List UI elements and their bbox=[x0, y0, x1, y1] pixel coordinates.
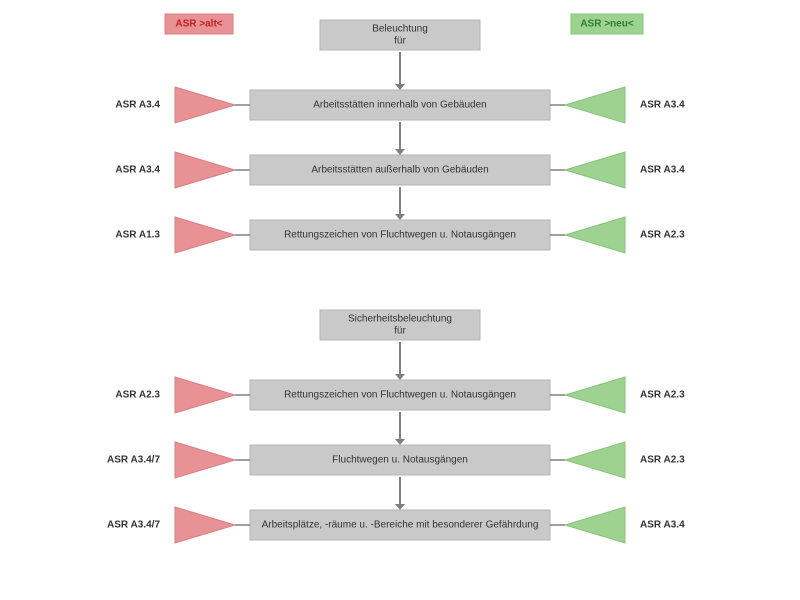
left-triangle-icon bbox=[175, 377, 235, 413]
right-ref-label: ASR A2.3 bbox=[640, 230, 685, 241]
right-triangle-icon bbox=[565, 152, 625, 188]
left-ref-label: ASR A3.4/7 bbox=[107, 455, 160, 466]
right-ref-label: ASR A3.4 bbox=[640, 520, 685, 531]
content-box-label: Fluchtwegen u. Notausgängen bbox=[332, 455, 468, 466]
left-ref-label: ASR A2.3 bbox=[115, 390, 160, 401]
content-box-label: Arbeitsplätze, -räume u. -Bereiche mit b… bbox=[262, 520, 539, 531]
right-ref-label: ASR A3.4 bbox=[640, 165, 685, 176]
content-box-label: Arbeitsstätten außerhalb von Gebäuden bbox=[311, 165, 488, 176]
content-box-label: Arbeitsstätten innerhalb von Gebäuden bbox=[313, 100, 486, 111]
section-title-line2: für bbox=[394, 36, 406, 47]
arrow-head-icon bbox=[395, 439, 405, 445]
arrow-head-icon bbox=[395, 149, 405, 155]
right-triangle-icon bbox=[565, 87, 625, 123]
content-box-label: Rettungszeichen von Fluchtwegen u. Notau… bbox=[284, 390, 516, 401]
right-ref-label: ASR A3.4 bbox=[640, 100, 685, 111]
content-box-label: Rettungszeichen von Fluchtwegen u. Notau… bbox=[284, 230, 516, 241]
left-triangle-icon bbox=[175, 87, 235, 123]
flowchart-canvas: ASR >alt<ASR >neu<BeleuchtungfürArbeitss… bbox=[0, 0, 800, 600]
arrow-head-icon bbox=[395, 504, 405, 510]
arrow-head-icon bbox=[395, 84, 405, 90]
header-right-label: ASR >neu< bbox=[580, 19, 634, 30]
left-ref-label: ASR A1.3 bbox=[115, 230, 160, 241]
left-ref-label: ASR A3.4 bbox=[115, 100, 160, 111]
right-ref-label: ASR A2.3 bbox=[640, 390, 685, 401]
right-triangle-icon bbox=[565, 442, 625, 478]
header-left-label: ASR >alt< bbox=[175, 19, 222, 30]
section-title-line1: Beleuchtung bbox=[372, 24, 428, 35]
left-ref-label: ASR A3.4/7 bbox=[107, 520, 160, 531]
arrow-head-icon bbox=[395, 214, 405, 220]
section-title-line2: für bbox=[394, 326, 406, 337]
left-ref-label: ASR A3.4 bbox=[115, 165, 160, 176]
arrow-head-icon bbox=[395, 374, 405, 380]
section-title-line1: Sicherheitsbeleuchtung bbox=[348, 314, 452, 325]
left-triangle-icon bbox=[175, 507, 235, 543]
right-ref-label: ASR A2.3 bbox=[640, 455, 685, 466]
left-triangle-icon bbox=[175, 152, 235, 188]
left-triangle-icon bbox=[175, 217, 235, 253]
right-triangle-icon bbox=[565, 507, 625, 543]
right-triangle-icon bbox=[565, 217, 625, 253]
right-triangle-icon bbox=[565, 377, 625, 413]
left-triangle-icon bbox=[175, 442, 235, 478]
